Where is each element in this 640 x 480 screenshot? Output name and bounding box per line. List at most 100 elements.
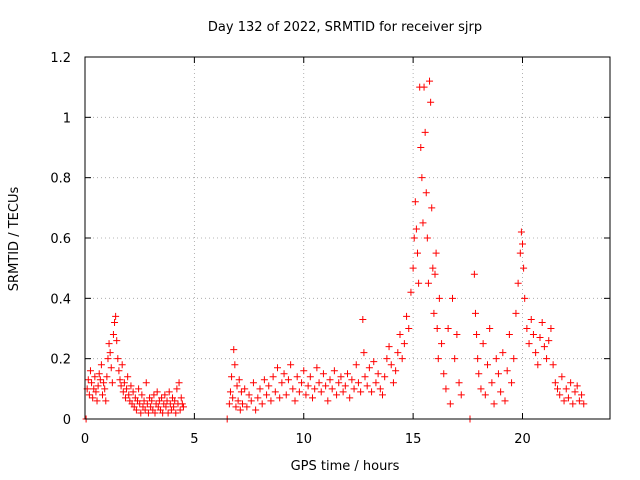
data-point-marker	[396, 331, 404, 339]
data-point-marker	[230, 346, 238, 354]
data-point-marker	[258, 400, 266, 408]
data-point-marker	[490, 400, 498, 408]
data-point-marker	[433, 325, 441, 332]
data-point-marker	[385, 343, 393, 351]
data-point-marker	[306, 373, 314, 381]
data-point-marker	[529, 331, 537, 339]
data-point-marker	[471, 309, 479, 317]
plot-frame	[84, 56, 611, 420]
axis-ticks: 0 5 10 15 20 0 0.2 0.4 0.6 0.8 1 1.2	[50, 51, 610, 447]
data-point-marker	[412, 225, 420, 233]
data-point-marker	[302, 391, 310, 399]
data-point-marker	[492, 355, 500, 363]
data-point-marker	[499, 349, 507, 357]
data-point-marker	[473, 331, 481, 339]
data-point-marker	[488, 379, 496, 387]
data-point-marker	[89, 394, 97, 402]
data-point-marker	[99, 391, 106, 399]
data-point-marker	[497, 388, 505, 396]
data-point-marker	[107, 364, 115, 372]
data-point-marker	[85, 391, 93, 399]
data-point-marker	[479, 340, 487, 348]
data-point-marker	[534, 361, 542, 369]
data-point-marker	[527, 315, 535, 323]
data-point-marker	[422, 189, 430, 197]
data-point-marker	[177, 394, 185, 402]
data-point-marker	[449, 294, 456, 302]
data-point-marker	[289, 385, 297, 393]
data-point-marker	[136, 400, 144, 408]
data-point-marker	[501, 397, 509, 405]
data-point-marker	[232, 403, 240, 411]
data-point-marker	[95, 370, 103, 378]
data-point-marker	[360, 349, 368, 357]
data-point-marker	[361, 373, 369, 381]
data-point-marker	[424, 279, 432, 287]
data-point-marker	[474, 355, 482, 363]
x-axis-label: GPS time / hours	[291, 459, 400, 474]
data-point-marker	[225, 400, 233, 408]
data-point-marker	[376, 385, 384, 393]
x-tick-label: 20	[514, 432, 531, 447]
data-point-marker	[536, 334, 544, 342]
data-point-marker	[543, 355, 551, 363]
data-point-marker	[112, 312, 120, 320]
data-point-marker	[372, 379, 380, 387]
data-point-marker	[121, 394, 129, 402]
data-point-marker	[556, 391, 564, 399]
data-point-marker	[421, 128, 429, 136]
data-point-marker	[123, 385, 131, 393]
data-point-marker	[414, 249, 421, 257]
y-tick-label: 0.2	[50, 353, 71, 368]
data-points	[82, 77, 588, 423]
data-point-marker	[105, 340, 113, 348]
data-point-marker	[226, 388, 234, 396]
data-point-marker	[337, 373, 345, 381]
data-point-marker	[379, 391, 386, 399]
data-point-marker	[562, 385, 570, 393]
data-point-marker	[300, 367, 308, 375]
data-point-marker	[352, 361, 360, 369]
data-point-marker	[374, 370, 382, 378]
data-point-marker	[571, 388, 579, 396]
data-point-marker	[554, 385, 561, 393]
data-point-marker	[354, 379, 362, 387]
data-point-marker	[313, 364, 321, 372]
data-point-marker	[100, 379, 108, 387]
data-point-marker	[339, 388, 347, 396]
data-point-marker	[148, 397, 156, 405]
data-point-marker	[256, 385, 264, 393]
data-point-marker	[247, 397, 255, 405]
data-point-marker	[575, 397, 583, 405]
data-point-marker	[446, 400, 454, 408]
data-point-marker	[304, 382, 312, 390]
data-point-marker	[551, 379, 559, 387]
data-point-marker	[573, 382, 581, 390]
data-point-marker	[115, 367, 123, 375]
data-point-marker	[423, 234, 431, 242]
data-point-marker	[143, 400, 151, 408]
data-point-marker	[451, 355, 459, 363]
data-point-marker	[328, 385, 336, 393]
data-point-marker	[293, 373, 301, 381]
data-point-marker	[161, 391, 169, 399]
data-point-marker	[117, 382, 125, 390]
data-point-marker	[578, 391, 586, 399]
data-point-marker	[435, 294, 443, 302]
data-point-marker	[229, 394, 237, 402]
data-point-marker	[341, 382, 349, 390]
y-tick-label: 0.8	[50, 172, 71, 187]
data-point-marker	[453, 331, 461, 339]
x-tick-label: 15	[405, 432, 422, 447]
data-point-marker	[119, 388, 127, 396]
data-point-marker	[523, 325, 531, 332]
data-point-marker	[111, 318, 119, 326]
data-point-marker	[409, 264, 417, 272]
data-point-marker	[403, 312, 411, 320]
data-point-marker	[426, 77, 434, 85]
data-point-marker	[418, 174, 426, 182]
data-point-marker	[170, 403, 178, 411]
data-point-marker	[411, 198, 419, 206]
data-point-marker	[494, 370, 502, 378]
chart-title: Day 132 of 2022, SRMTID for receiver sjr…	[208, 20, 482, 35]
